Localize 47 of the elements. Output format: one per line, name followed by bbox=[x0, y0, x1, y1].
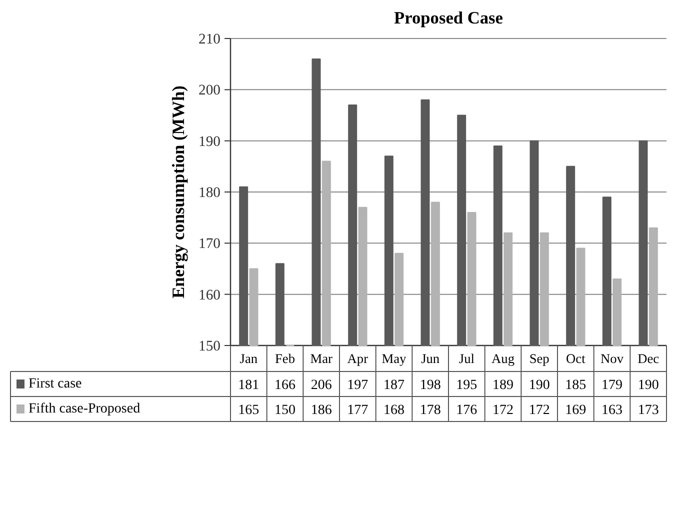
y-axis-title: Energy consumption (MWh) bbox=[169, 85, 188, 298]
x-tick-label: Oct bbox=[566, 351, 586, 366]
data-label: 190 bbox=[638, 378, 659, 393]
x-tick-label: Jan bbox=[240, 351, 258, 366]
data-label: 179 bbox=[602, 378, 622, 393]
data-label: 177 bbox=[347, 403, 368, 418]
x-tick-label: Aug bbox=[492, 351, 515, 366]
data-label: 169 bbox=[565, 403, 586, 418]
data-label: 181 bbox=[238, 378, 260, 393]
data-label: 189 bbox=[492, 378, 514, 393]
data-label: 168 bbox=[384, 403, 404, 418]
data-label: 165 bbox=[238, 403, 260, 418]
data-label: 172 bbox=[492, 403, 514, 418]
x-tick-label: Jun bbox=[421, 351, 440, 366]
legend-label: First case bbox=[28, 376, 82, 392]
data-label: 172 bbox=[528, 403, 550, 418]
x-tick-label: Nov bbox=[600, 351, 624, 366]
y-tick-label: 200 bbox=[198, 82, 220, 99]
data-label: 178 bbox=[420, 403, 441, 418]
x-tick-label: Jul bbox=[458, 351, 475, 366]
x-tick-label: Feb bbox=[275, 351, 296, 366]
x-tick-label: Apr bbox=[347, 351, 369, 366]
y-tick-label: 160 bbox=[198, 287, 220, 304]
data-label: 185 bbox=[565, 378, 586, 393]
data-label: 173 bbox=[638, 403, 659, 418]
data-label: 198 bbox=[420, 378, 441, 393]
data-label: 190 bbox=[528, 378, 550, 393]
data-label: 166 bbox=[274, 378, 296, 393]
x-tick-label: May bbox=[382, 351, 407, 366]
y-tick-label: 210 bbox=[198, 32, 220, 48]
chart-title: Proposed Case bbox=[394, 8, 504, 28]
legend-label: Fifth case-Proposed bbox=[28, 402, 140, 416]
y-tick-label: 150 bbox=[198, 338, 220, 354]
y-tick-label: 190 bbox=[198, 134, 220, 150]
x-tick-label: Sep bbox=[529, 351, 550, 366]
x-tick-label: Mar bbox=[310, 351, 333, 366]
data-label: 176 bbox=[456, 403, 478, 418]
data-label: 187 bbox=[384, 378, 404, 393]
x-tick-label: Dec bbox=[638, 351, 660, 366]
data-label: 195 bbox=[456, 378, 478, 393]
data-label: 186 bbox=[310, 403, 332, 418]
data-label: 206 bbox=[310, 378, 332, 393]
y-tick-label: 170 bbox=[198, 236, 220, 252]
data-label: 150 bbox=[274, 403, 296, 418]
data-label: 197 bbox=[347, 378, 368, 393]
data-label: 163 bbox=[602, 403, 622, 418]
y-tick-label: 180 bbox=[198, 185, 220, 201]
